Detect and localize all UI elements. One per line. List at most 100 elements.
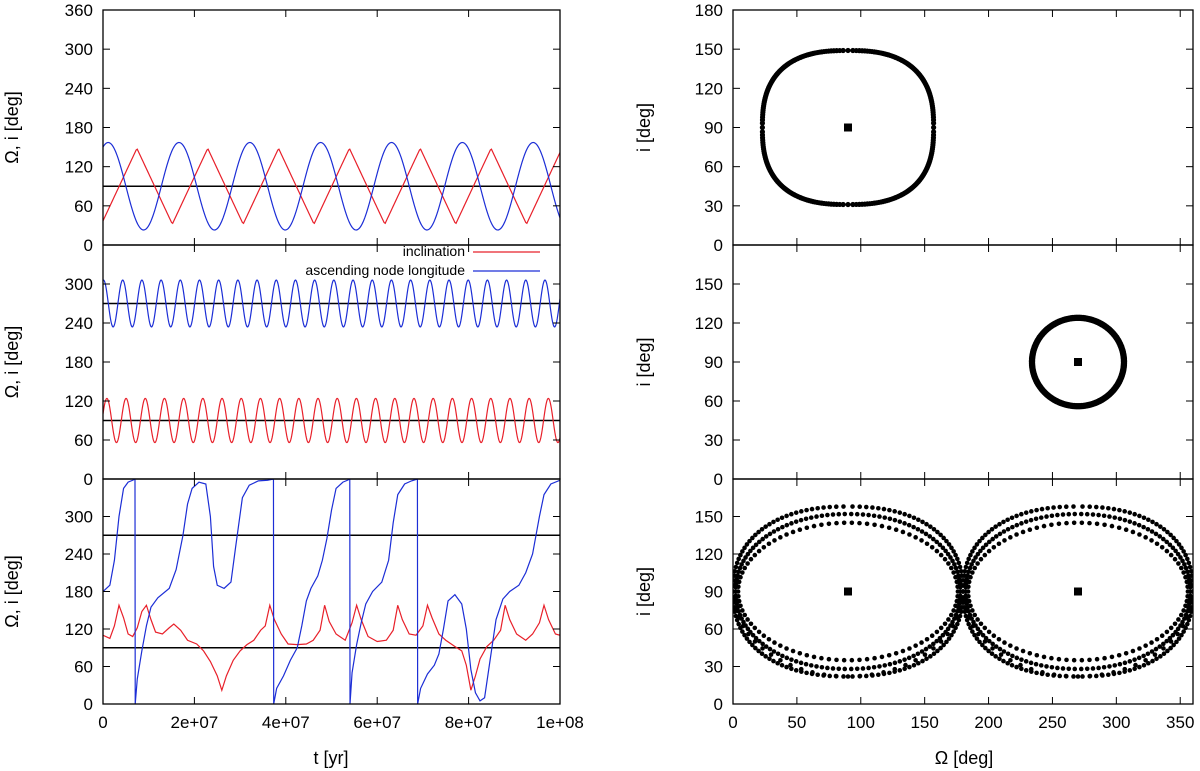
- orbit-point: [948, 612, 954, 618]
- orbit-point: [886, 525, 892, 531]
- orbit-point: [784, 513, 789, 519]
- orbit-point: [1008, 657, 1013, 663]
- orbit-point: [738, 603, 743, 609]
- orbit-point: [736, 579, 742, 585]
- orbit-point: [850, 674, 855, 679]
- orbit-point: [775, 517, 780, 523]
- orbit-point: [924, 541, 930, 547]
- orbit-point: [771, 649, 777, 654]
- orbit-point: [1170, 545, 1176, 551]
- orbit-point: [973, 555, 978, 560]
- orbit-point: [935, 529, 940, 535]
- orbit-point: [1157, 644, 1163, 649]
- orbit-point: [780, 524, 785, 530]
- orbit-point: [1063, 673, 1069, 679]
- orbit-point: [1084, 666, 1090, 672]
- orbit-point: [854, 511, 860, 517]
- orbit-point: [1078, 511, 1084, 517]
- orbit-point: [745, 617, 750, 622]
- orbit-point: [827, 673, 833, 679]
- orbit-point: [887, 661, 893, 667]
- y-tick-label: 90: [704, 353, 723, 372]
- orbit-point: [1143, 657, 1148, 663]
- orbit-point: [766, 541, 772, 547]
- orbit-point: [1127, 668, 1133, 673]
- orbit-point: [1154, 541, 1160, 547]
- orbit-point: [1149, 538, 1154, 543]
- orbit-point: [790, 648, 796, 654]
- orbit-point: [1161, 651, 1167, 657]
- orbit-point: [877, 514, 882, 519]
- orbit-point: [740, 608, 745, 613]
- orbit-point: [1190, 598, 1193, 603]
- y-tick-label: 60: [74, 197, 93, 216]
- orbit-point: [929, 545, 935, 550]
- orbit-point: [953, 565, 959, 571]
- orbit-point: [830, 666, 836, 671]
- orbit-point: [1072, 511, 1078, 517]
- orbit-point: [913, 657, 918, 663]
- orbit-point: [1173, 548, 1178, 554]
- orbit-point: [775, 660, 780, 666]
- orbit-point: [972, 612, 978, 618]
- orbit-point: [841, 657, 847, 663]
- orbit-point: [760, 646, 765, 651]
- orbit-point: [902, 657, 907, 662]
- orbit-point: [1112, 663, 1118, 668]
- orbit-point: [1152, 652, 1158, 657]
- orbit-point: [841, 504, 846, 509]
- orbit-point: [986, 629, 992, 635]
- orbit-point: [1168, 552, 1174, 558]
- orbit-point: [1005, 651, 1011, 657]
- orbit-point: [993, 524, 998, 529]
- orbit-point: [1019, 521, 1024, 526]
- orbit-point: [958, 606, 963, 612]
- orbit-point: [1133, 662, 1138, 668]
- orbit-point: [962, 568, 968, 574]
- orbit-point: [924, 521, 929, 527]
- y-tick-label: 0: [714, 236, 723, 255]
- orbit-point: [1181, 608, 1186, 613]
- orbit-point: [1009, 515, 1015, 521]
- plot-frame: [732, 9, 1194, 246]
- orbit-point: [1164, 629, 1170, 635]
- orbit-point: [759, 124, 765, 131]
- orbit-point: [1023, 510, 1029, 515]
- orbit-point: [928, 524, 933, 529]
- orbit-point: [1010, 653, 1015, 659]
- orbit-point: [1158, 524, 1163, 529]
- series-node: [103, 479, 560, 704]
- orbit-point: [922, 652, 928, 657]
- y-tick-label: 90: [704, 583, 723, 602]
- orbit-point: [1137, 664, 1142, 670]
- orbit-point: [863, 504, 869, 510]
- orbit-point: [1106, 505, 1111, 511]
- orbit-point: [784, 522, 790, 528]
- orbit-point: [842, 511, 848, 517]
- orbit-point: [761, 633, 767, 638]
- orbit-point: [753, 645, 758, 651]
- orbit-point: [741, 619, 746, 625]
- orbit-point: [1132, 511, 1137, 517]
- orbit-point: [966, 584, 971, 589]
- orbit-point: [830, 512, 836, 517]
- orbit-point: [814, 514, 819, 519]
- orbit-point: [797, 527, 803, 533]
- orbit-point: [860, 512, 866, 517]
- orbit-point: [826, 656, 832, 662]
- orbit-point: [797, 650, 803, 656]
- orbit-point: [1185, 594, 1190, 599]
- orbit-point: [768, 652, 774, 657]
- orbit-point: [784, 655, 790, 661]
- y-axis-title: Ω, i [deg]: [2, 555, 22, 628]
- orbit-point: [1122, 660, 1128, 666]
- orbit-point: [1041, 654, 1047, 660]
- orbit-point: [1087, 673, 1093, 679]
- orbit-point: [1181, 570, 1186, 575]
- orbit-point: [748, 621, 754, 627]
- left-x-axis-title: t [yr]: [314, 748, 349, 768]
- orbit-point: [1185, 569, 1190, 574]
- orbit-point: [761, 545, 767, 550]
- orbit-point: [750, 545, 756, 551]
